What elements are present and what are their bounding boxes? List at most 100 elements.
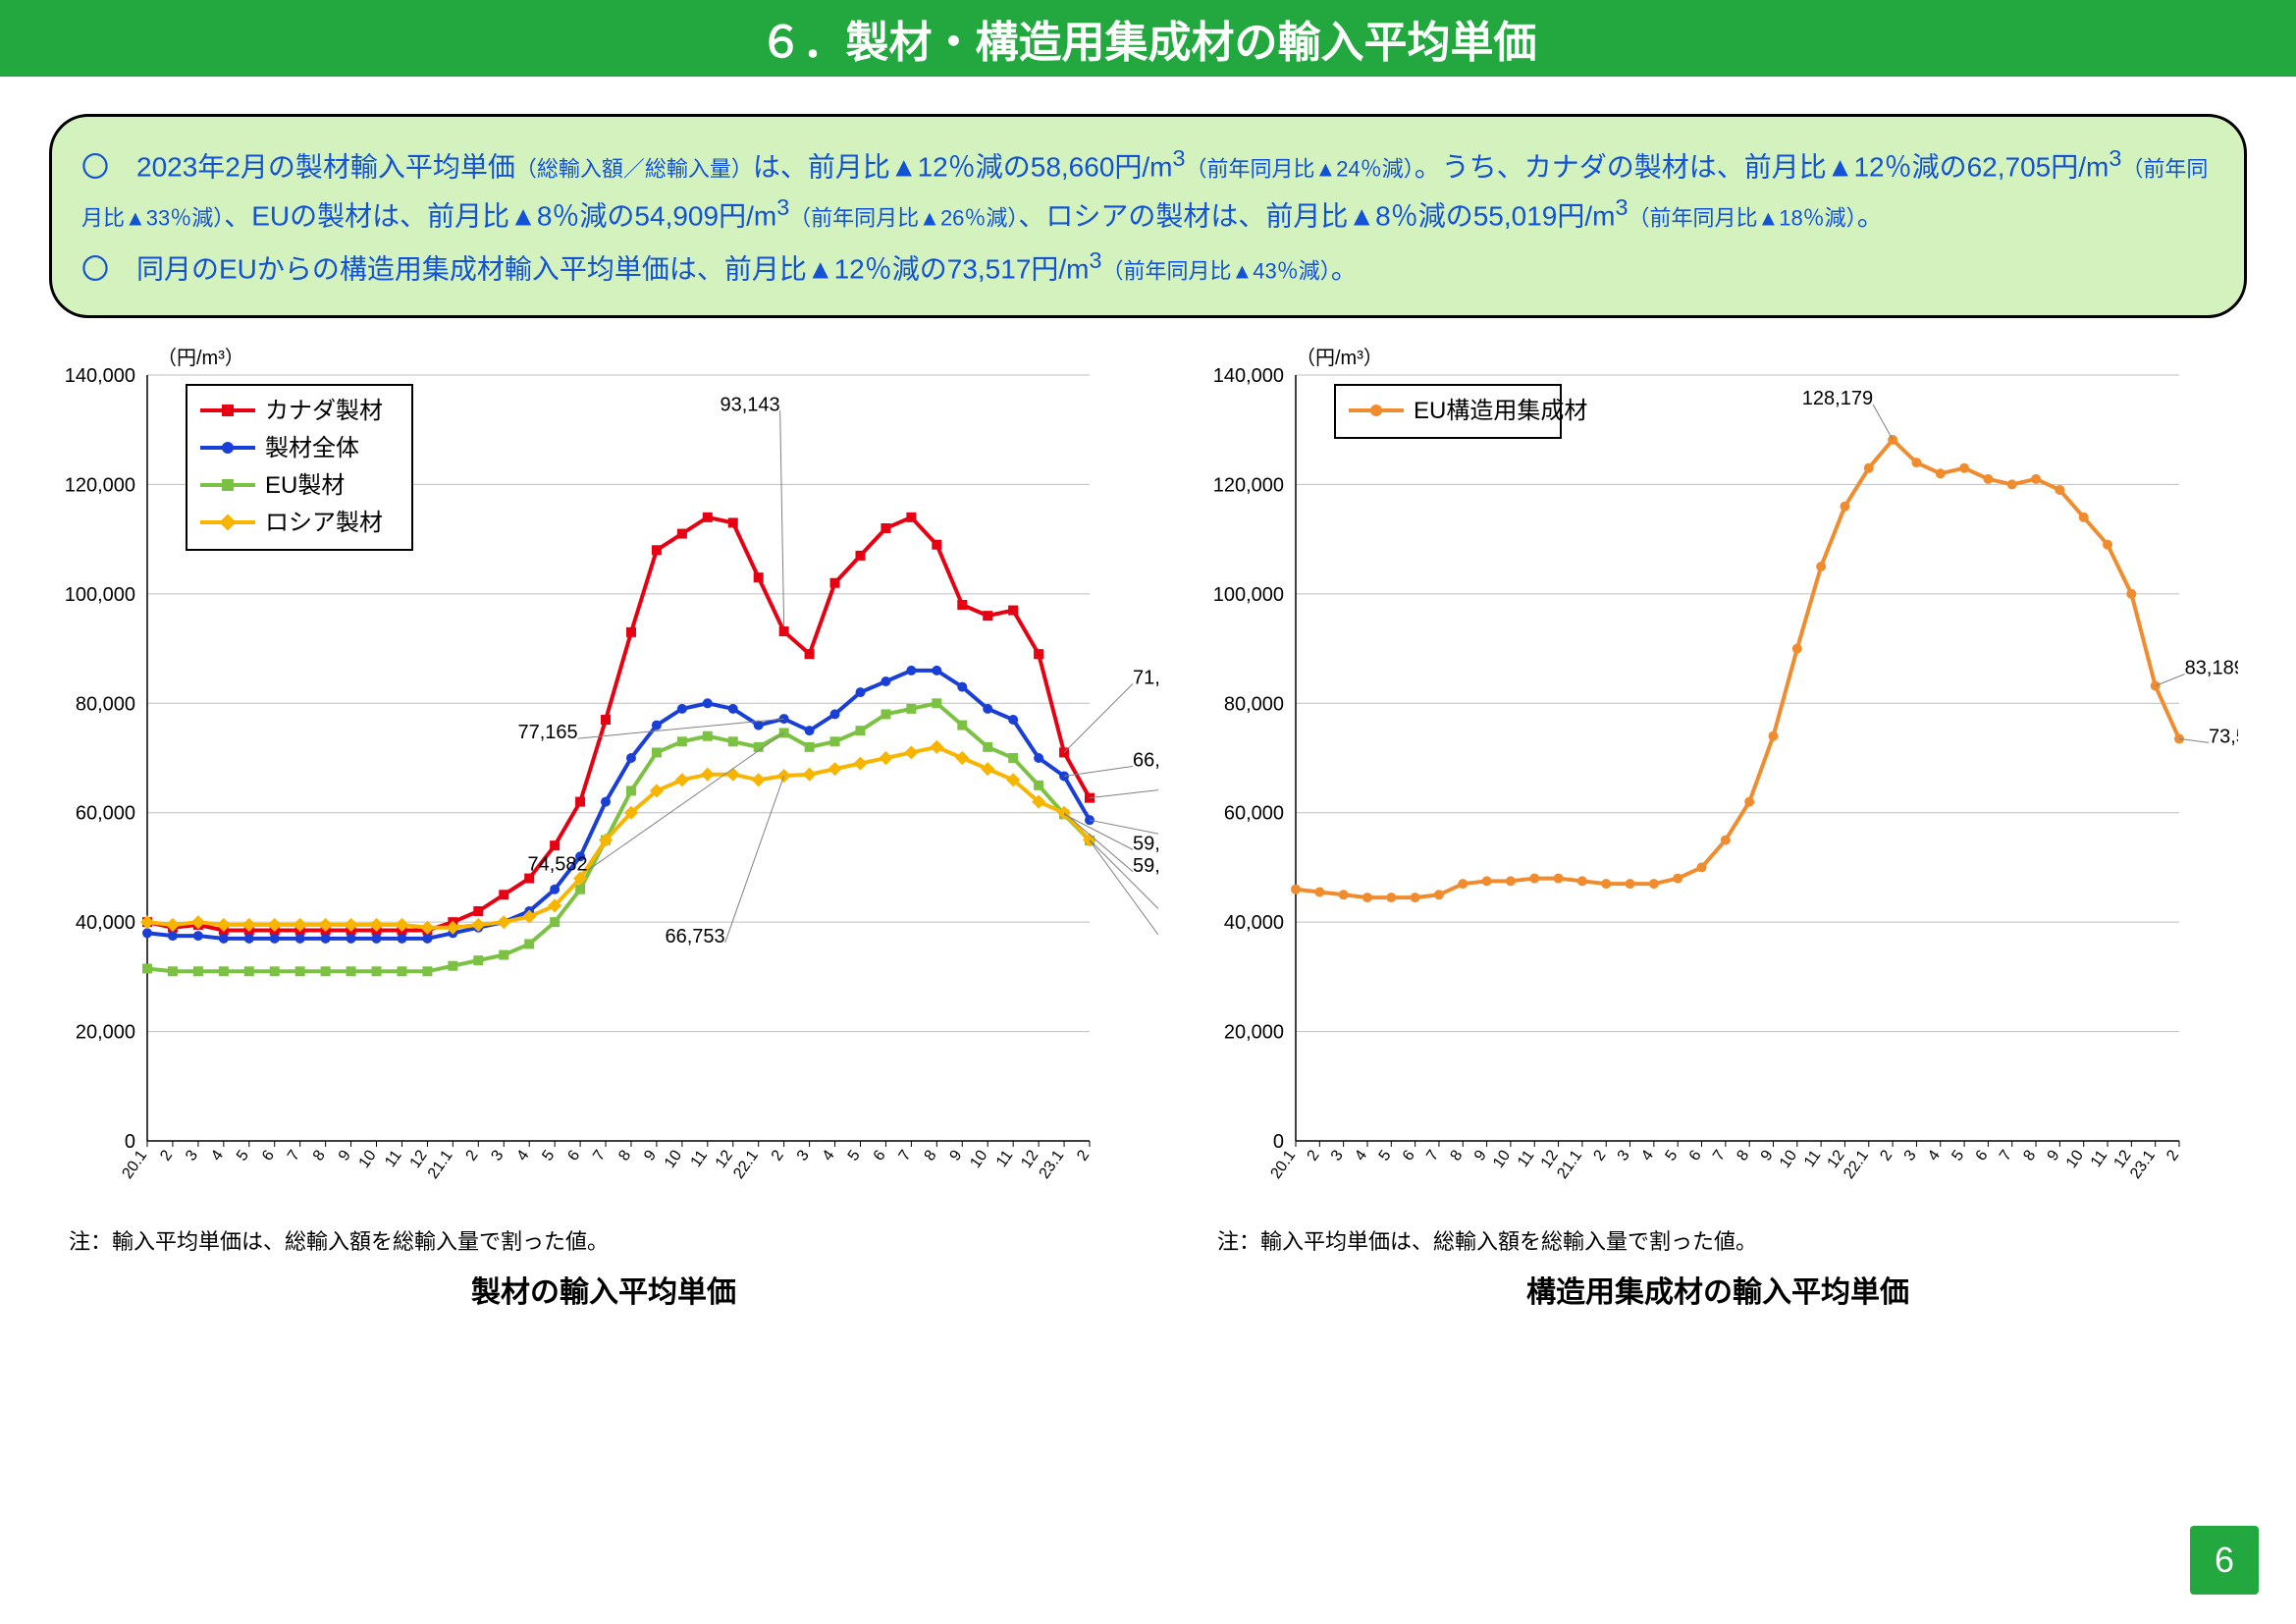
svg-text:11: 11	[1801, 1148, 1825, 1170]
svg-text:カナダ製材: カナダ製材	[265, 398, 383, 424]
svg-text:7: 7	[1997, 1148, 2015, 1164]
svg-text:9: 9	[641, 1148, 660, 1164]
svg-text:5: 5	[539, 1148, 558, 1164]
svg-text:59,702: 59,702	[1133, 834, 1158, 855]
svg-text:2: 2	[2163, 1148, 2182, 1164]
chart1-yunit: （円/m³）	[157, 342, 244, 370]
svg-text:5: 5	[1662, 1148, 1681, 1164]
svg-text:71,014: 71,014	[1133, 668, 1158, 689]
svg-text:4: 4	[820, 1148, 838, 1164]
svg-text:9: 9	[1758, 1148, 1777, 1164]
page-title: ６．製材・構造用集成材の輸入平均単価	[760, 7, 1537, 70]
svg-text:80,000: 80,000	[1224, 694, 1284, 716]
svg-text:4: 4	[513, 1148, 532, 1164]
svg-text:0: 0	[1273, 1131, 1284, 1153]
svg-text:4: 4	[208, 1148, 227, 1164]
chart-right-wrap: （円/m³） 020,00040,00060,00080,000100,0001…	[1198, 346, 2238, 1311]
svg-text:製材全体: 製材全体	[265, 435, 359, 461]
svg-text:0: 0	[125, 1131, 135, 1153]
svg-text:59,987: 59,987	[1133, 855, 1158, 877]
svg-text:93,143: 93,143	[720, 395, 779, 416]
svg-text:7: 7	[1423, 1148, 1442, 1164]
svg-text:83,189: 83,189	[2185, 658, 2238, 679]
svg-text:2: 2	[1305, 1148, 1323, 1164]
svg-text:7: 7	[285, 1148, 303, 1164]
svg-text:7: 7	[590, 1148, 609, 1164]
chart2-yunit: （円/m³）	[1296, 342, 1383, 370]
svg-text:120,000: 120,000	[65, 475, 135, 497]
chart2-title: 構造用集成材の輸入平均単価	[1198, 1268, 2238, 1311]
svg-text:21.1: 21.1	[1554, 1148, 1585, 1182]
svg-text:11: 11	[993, 1148, 1017, 1170]
svg-text:22.1: 22.1	[1841, 1148, 1872, 1182]
svg-text:40,000: 40,000	[1224, 913, 1284, 935]
svg-text:100,000: 100,000	[1213, 584, 1284, 606]
svg-text:4: 4	[1352, 1148, 1370, 1164]
svg-text:10: 10	[967, 1148, 990, 1171]
svg-text:66,753: 66,753	[665, 926, 724, 947]
svg-text:11: 11	[2088, 1148, 2111, 1170]
chart2-svg: 020,00040,00060,00080,000100,000120,0001…	[1198, 346, 2238, 1210]
svg-text:3: 3	[1328, 1148, 1347, 1164]
svg-text:2: 2	[463, 1148, 482, 1164]
svg-text:80,000: 80,000	[76, 694, 135, 716]
svg-text:73,517: 73,517	[2209, 727, 2238, 748]
svg-text:10: 10	[1777, 1148, 1800, 1171]
svg-text:10: 10	[2063, 1148, 2087, 1171]
svg-text:40,000: 40,000	[76, 913, 135, 935]
svg-text:128,179: 128,179	[1802, 388, 1873, 409]
svg-text:60,000: 60,000	[76, 803, 135, 825]
svg-text:7: 7	[896, 1148, 915, 1164]
svg-text:9: 9	[947, 1148, 966, 1164]
svg-text:10: 10	[1490, 1148, 1514, 1171]
chart1-svg: 0 20,000 40,000 60,000 80,000 100,000 120,000 1…	[49, 346, 1158, 1210]
svg-text:140,000: 140,000	[1213, 365, 1284, 387]
svg-text:6: 6	[259, 1148, 278, 1164]
svg-text:5: 5	[1949, 1148, 1967, 1164]
svg-text:100,000: 100,000	[65, 584, 135, 606]
svg-text:66,689: 66,689	[1133, 750, 1158, 772]
svg-text:11: 11	[1515, 1148, 1538, 1170]
svg-text:74,582: 74,582	[527, 854, 587, 876]
svg-text:10: 10	[356, 1148, 380, 1171]
svg-text:8: 8	[1448, 1148, 1467, 1164]
svg-text:6: 6	[564, 1148, 583, 1164]
summary-box: 〇 2023年2月の製材輸入平均単価（総輸入額／総輸入量）は、前月比▲12％減の…	[49, 114, 2247, 318]
svg-text:7: 7	[1710, 1148, 1729, 1164]
svg-text:8: 8	[310, 1148, 329, 1164]
chart1-title: 製材の輸入平均単価	[49, 1268, 1158, 1311]
svg-text:4: 4	[1925, 1148, 1944, 1164]
svg-text:2: 2	[1590, 1148, 1609, 1164]
chart-left-wrap: （円/m³） 020,00040,00060,00080,000100,0001…	[49, 346, 1158, 1311]
svg-text:60,000: 60,000	[1224, 803, 1284, 825]
svg-text:9: 9	[1471, 1148, 1490, 1164]
page-number: 6	[2215, 1540, 2234, 1581]
svg-text:11: 11	[382, 1148, 405, 1170]
svg-text:5: 5	[845, 1148, 864, 1164]
svg-text:2: 2	[769, 1148, 787, 1164]
svg-text:3: 3	[183, 1148, 201, 1164]
svg-text:21.1: 21.1	[425, 1148, 456, 1182]
svg-text:2: 2	[1074, 1148, 1093, 1164]
svg-text:11: 11	[688, 1148, 712, 1170]
svg-text:8: 8	[1734, 1148, 1752, 1164]
svg-text:6: 6	[1400, 1148, 1418, 1164]
svg-text:4: 4	[1638, 1148, 1657, 1164]
svg-text:20,000: 20,000	[1224, 1022, 1284, 1044]
chart1-note: 注：輸入平均単価は、総輸入額を総輸入量で割った値。	[49, 1224, 1158, 1256]
svg-text:20,000: 20,000	[76, 1022, 135, 1044]
svg-text:5: 5	[1376, 1148, 1395, 1164]
svg-text:77,165: 77,165	[517, 722, 577, 743]
summary-line-1: 〇 2023年2月の製材輸入平均単価（総輸入額／総輸入量）は、前月比▲12％減の…	[81, 140, 2215, 239]
svg-text:EU製材: EU製材	[265, 472, 345, 499]
svg-text:23.1: 23.1	[2127, 1148, 2159, 1182]
svg-text:140,000: 140,000	[65, 365, 135, 387]
svg-text:22.1: 22.1	[730, 1148, 762, 1182]
svg-text:6: 6	[871, 1148, 889, 1164]
svg-text:6: 6	[1973, 1148, 1992, 1164]
svg-text:8: 8	[2020, 1148, 2039, 1164]
page-number-badge: 6	[2190, 1526, 2259, 1595]
svg-text:3: 3	[1901, 1148, 1920, 1164]
page-title-bar: ６．製材・構造用集成材の輸入平均単価	[0, 0, 2296, 77]
svg-text:9: 9	[2045, 1148, 2063, 1164]
